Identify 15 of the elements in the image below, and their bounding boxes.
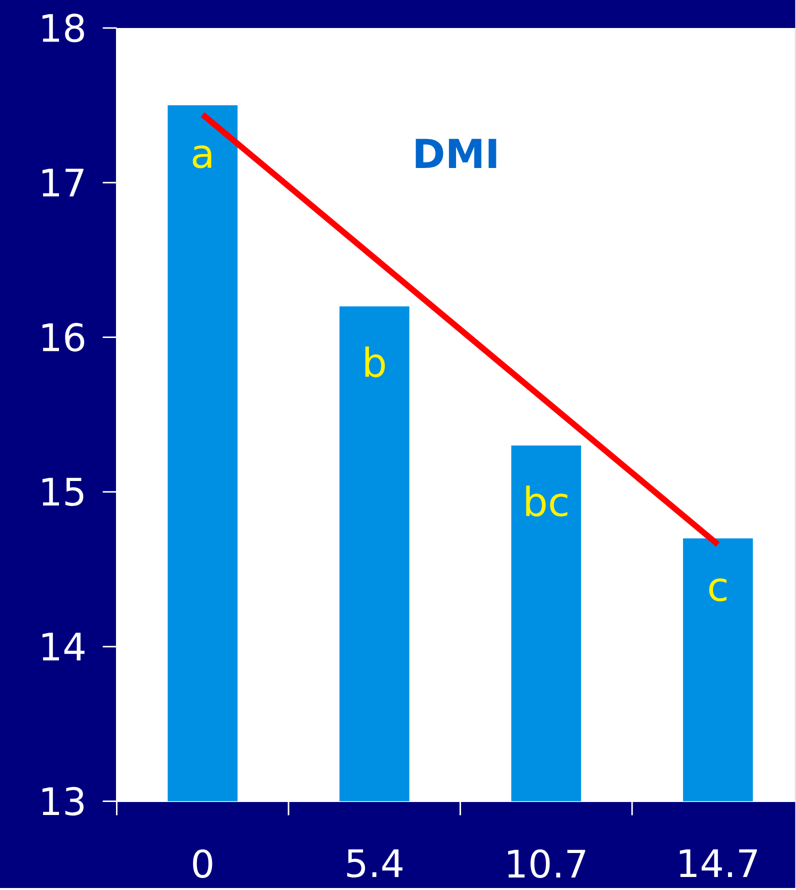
x-tick-label: 14.7 — [680, 849, 757, 877]
text: DMI — [416, 138, 496, 168]
x-tick-label: 0 — [193, 849, 212, 878]
annotation: bc — [526, 486, 568, 517]
annotation: c — [709, 578, 726, 602]
annotation: a — [192, 145, 212, 168]
y-tick-label: 16 — [42, 322, 84, 352]
y-tick-label: 17 — [42, 168, 84, 196]
y-tick-label: 15 — [42, 478, 84, 506]
y-tick-label: 13 — [42, 786, 84, 816]
annotation: b — [365, 346, 385, 378]
y-tick-label: 18 — [42, 14, 84, 42]
x-tick-label: 5.4 — [347, 849, 402, 878]
x-tick-label: 10.7 — [508, 849, 586, 878]
y-tick-label: 14 — [42, 632, 84, 660]
